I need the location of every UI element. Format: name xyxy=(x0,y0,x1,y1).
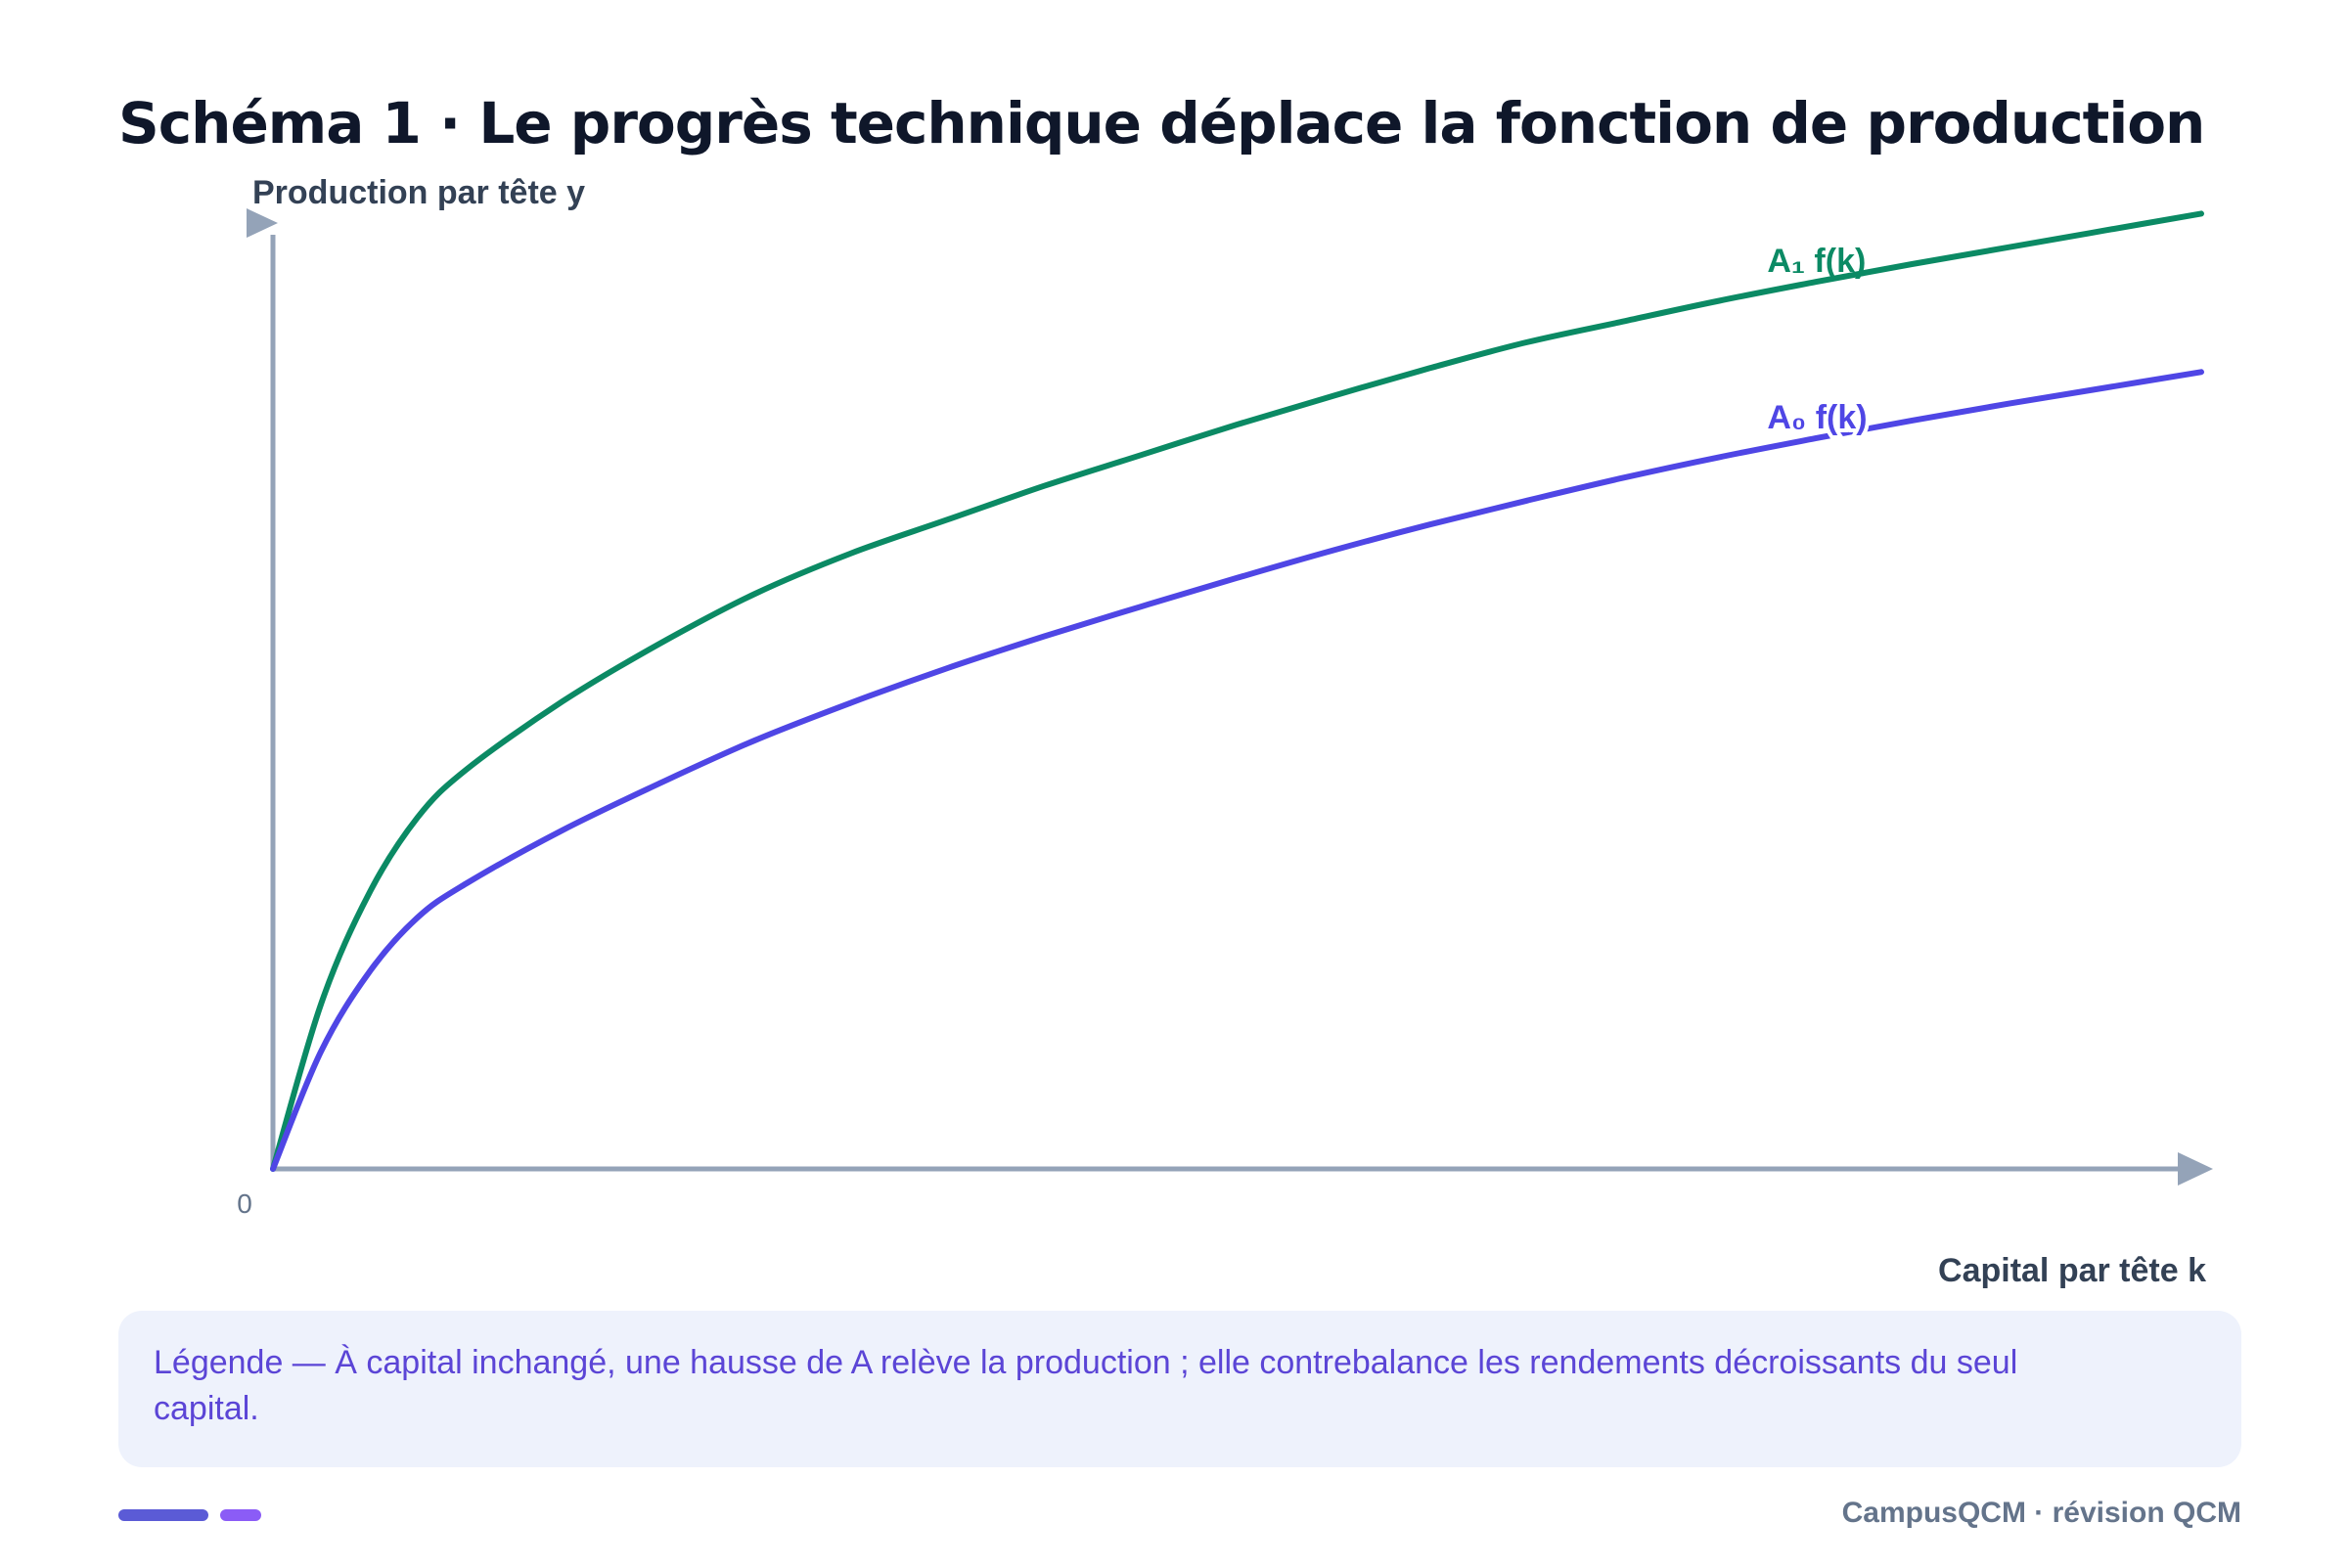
x-axis-title: Capital par tête k xyxy=(1938,1252,2206,1289)
y-axis-arrow xyxy=(247,208,278,238)
series-line-0 xyxy=(270,210,2204,1172)
brand-bar-primary xyxy=(118,1509,208,1521)
legend-text: Légende — À capital inchangé, une hausse… xyxy=(154,1344,2018,1427)
series-layer: A₁ f(k)A₀ f(k)A₀ f(k) xyxy=(270,210,2204,1172)
y-axis-title: Production par tête y xyxy=(252,174,585,211)
x-tick-label-origin: 0 xyxy=(237,1188,252,1219)
series-label-1: A₀ f(k) xyxy=(1767,399,1867,436)
brand-bar-secondary xyxy=(220,1509,261,1521)
chart-title: Schéma 1 · Le progrès technique déplace … xyxy=(118,90,2205,157)
series-line-1 xyxy=(270,369,2204,1172)
chart-plot: Production par tête y 0 Capital par tête… xyxy=(237,174,2213,1289)
x-axis-arrow xyxy=(2178,1152,2213,1186)
series-label-halo-1: A₀ f(k) xyxy=(1767,399,1867,436)
footer-brand: CampusQCM · révision QCM xyxy=(1841,1497,2241,1529)
legend-box: Légende — À capital inchangé, une hausse… xyxy=(118,1311,2241,1467)
series-label-0: A₁ f(k) xyxy=(1767,243,1866,280)
